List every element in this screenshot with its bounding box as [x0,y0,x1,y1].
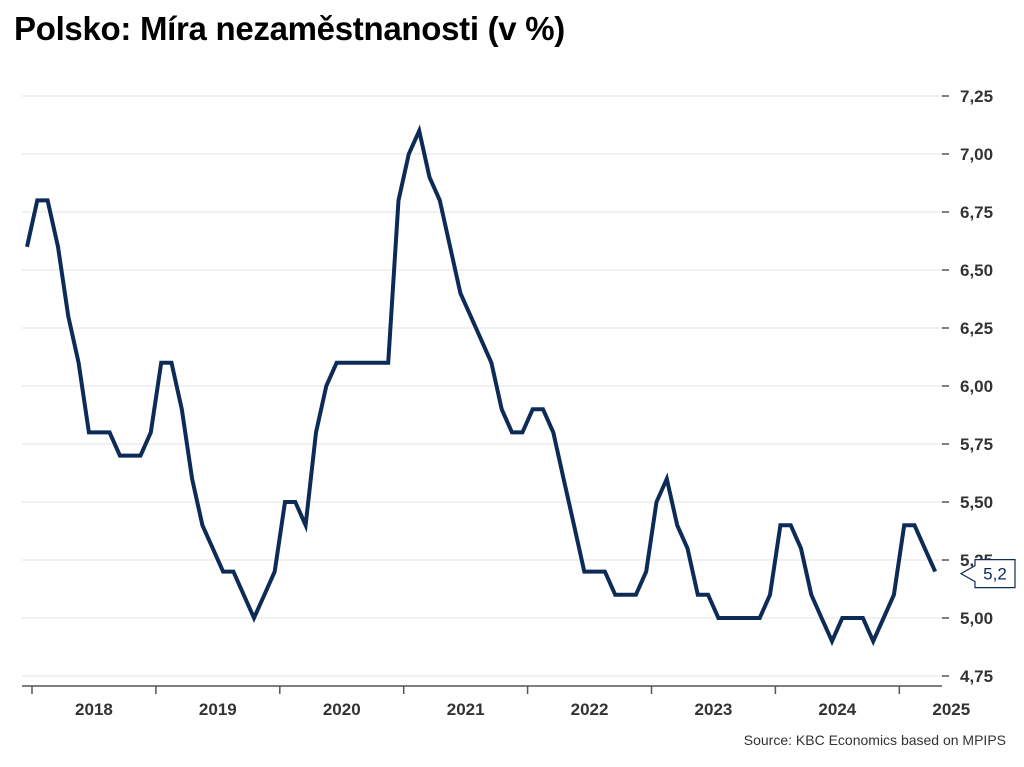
y-axis-ticks: 4,755,005,255,505,756,006,256,506,757,00… [942,87,993,686]
callout-box [959,559,1016,589]
x-tick-label: 2018 [75,700,113,719]
x-axis-ticks: 2018 2019 2020 2021 2022 2023 2024 2025 [31,686,970,719]
series-line [25,124,938,647]
y-tick-label: 6,00 [960,377,993,396]
y-tick-label: 5,75 [960,435,993,454]
x-tick-label: 2020 [323,700,361,719]
y-tick-label: 5,00 [960,609,993,628]
source-note: Source: KBC Economics based on MPIPS [743,732,1006,748]
grid-lines [22,95,942,677]
y-tick-label: 4,75 [960,667,993,686]
x-tick-label: 2023 [695,700,733,719]
y-tick-label: 5,50 [960,493,993,512]
y-tick-label: 6,25 [960,319,993,338]
y-tick-label: 6,75 [960,203,993,222]
page-title: Polsko: Míra nezaměstnanosti (v %) [14,10,565,47]
x-tick-label: 2024 [818,700,856,719]
x-tick-label: 2021 [447,700,485,719]
y-tick-label: 6,50 [960,261,993,280]
last-value-callout: 5,2 [959,559,1016,589]
x-tick-label: 2022 [571,700,609,719]
y-tick-label: 7,25 [960,87,993,106]
x-tick-label: 2025 [932,700,970,719]
callout-label: 5,2 [983,565,1007,584]
x-tick-label: 2019 [199,700,237,719]
y-tick-label: 7,00 [960,145,993,164]
